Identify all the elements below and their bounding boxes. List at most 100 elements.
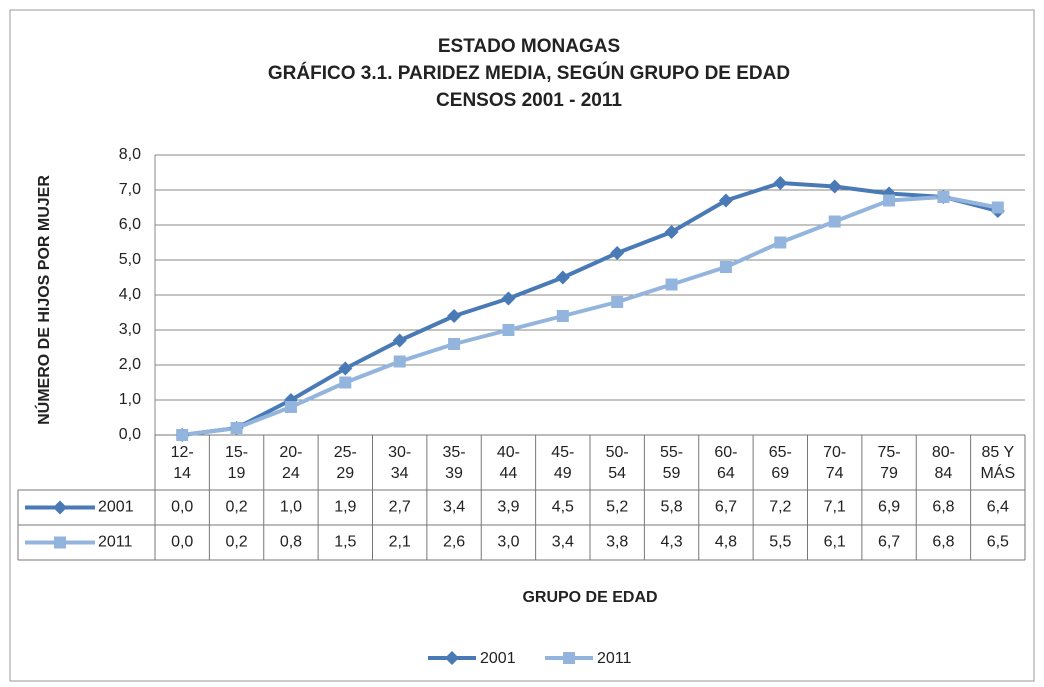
table-cell: 3,4 bbox=[552, 534, 574, 551]
data-point bbox=[774, 236, 787, 249]
table-cell: 2,6 bbox=[443, 534, 465, 551]
table-cell: 5,8 bbox=[660, 499, 682, 516]
data-point bbox=[502, 324, 515, 336]
data-point bbox=[448, 338, 461, 350]
data-point bbox=[393, 355, 406, 368]
legend-marker bbox=[563, 652, 575, 664]
x-tick-label: 25- bbox=[334, 444, 357, 461]
table-cell: 0,0 bbox=[171, 534, 193, 551]
data-point bbox=[392, 333, 407, 348]
x-tick-label: 24 bbox=[282, 465, 300, 482]
x-tick-label: 45- bbox=[551, 444, 574, 461]
y-tick-label: 3,0 bbox=[119, 321, 141, 338]
x-tick-label: 49 bbox=[554, 465, 572, 482]
x-tick-label: MÁS bbox=[980, 463, 1015, 482]
legend-label: 2001 bbox=[480, 650, 516, 667]
x-tick-label: 74 bbox=[826, 465, 844, 482]
table-cell: 3,0 bbox=[497, 534, 519, 551]
series-line bbox=[181, 195, 999, 437]
x-tick-label: 12- bbox=[171, 444, 194, 461]
chart-title: CENSOS 2001 - 2011 bbox=[436, 90, 622, 111]
x-tick-label: 69 bbox=[771, 465, 789, 482]
table-cell: 6,8 bbox=[932, 534, 954, 551]
data-point bbox=[665, 278, 678, 291]
x-tick-label: 29 bbox=[336, 465, 354, 482]
x-tick-label: 59 bbox=[663, 465, 681, 482]
table-cell: 3,4 bbox=[443, 499, 465, 516]
x-tick-label: 70- bbox=[823, 444, 846, 461]
x-tick-label: 65- bbox=[769, 444, 792, 461]
table-cell: 7,1 bbox=[824, 499, 846, 516]
x-tick-label: 39 bbox=[445, 465, 463, 482]
table-cell: 6,7 bbox=[878, 534, 900, 551]
x-tick-label: 50- bbox=[606, 444, 629, 461]
x-tick-label: 40- bbox=[497, 444, 520, 461]
table-cell: 6,4 bbox=[987, 499, 1009, 516]
table-cell: 1,5 bbox=[334, 534, 356, 551]
table-cell: 7,2 bbox=[769, 499, 791, 516]
data-point bbox=[719, 261, 732, 273]
table-cell: 1,9 bbox=[334, 499, 356, 516]
data-point bbox=[230, 422, 243, 434]
data-point bbox=[827, 179, 842, 194]
data-point bbox=[611, 296, 624, 308]
x-tick-label: 60- bbox=[714, 444, 737, 461]
table-cell: 6,5 bbox=[987, 534, 1009, 551]
x-tick-label: 14 bbox=[173, 465, 191, 482]
chart-title: GRÁFICO 3.1. PARIDEZ MEDIA, SEGÚN GRUPO … bbox=[268, 62, 790, 84]
data-point bbox=[176, 429, 189, 441]
table-series-name: 2001 bbox=[98, 499, 134, 516]
data-point bbox=[773, 176, 788, 190]
table-cell: 0,2 bbox=[225, 499, 247, 516]
table-cell: 0,2 bbox=[225, 534, 247, 551]
x-tick-label: 85 Y bbox=[982, 444, 1015, 461]
table-cell: 6,9 bbox=[878, 499, 900, 516]
x-tick-label: 75- bbox=[878, 444, 901, 461]
data-point bbox=[555, 270, 570, 285]
chart-border bbox=[9, 9, 1035, 682]
y-tick-label: 0,0 bbox=[119, 426, 141, 443]
data-point bbox=[339, 376, 352, 389]
x-tick-label: 84 bbox=[935, 465, 953, 482]
table-cell: 6,7 bbox=[715, 499, 737, 516]
x-tick-label: 79 bbox=[880, 465, 898, 482]
data-point bbox=[610, 246, 625, 260]
data-point bbox=[991, 201, 1004, 214]
y-axis-title: NÚMERO DE HIJOS POR MUJER bbox=[34, 175, 53, 425]
legend-label: 2011 bbox=[597, 650, 632, 667]
y-tick-label: 2,0 bbox=[119, 356, 141, 373]
x-tick-label: 44 bbox=[500, 465, 518, 482]
table-cell: 0,8 bbox=[280, 534, 302, 551]
data-point bbox=[556, 310, 569, 322]
legend-marker bbox=[54, 536, 66, 549]
legend-marker bbox=[445, 651, 459, 665]
table-cell: 3,8 bbox=[606, 534, 628, 551]
data-point bbox=[937, 191, 950, 203]
y-tick-label: 8,0 bbox=[119, 146, 141, 163]
table-cell: 1,0 bbox=[280, 499, 302, 516]
table-cell: 3,9 bbox=[497, 499, 519, 516]
x-tick-label: 35- bbox=[443, 444, 466, 461]
y-tick-label: 4,0 bbox=[119, 286, 141, 303]
table-cell: 4,5 bbox=[552, 499, 574, 516]
table-cell: 5,2 bbox=[606, 499, 628, 516]
table-cell: 4,8 bbox=[715, 534, 737, 551]
legend-marker bbox=[53, 500, 67, 515]
y-tick-label: 6,0 bbox=[119, 216, 141, 233]
y-tick-label: 5,0 bbox=[119, 251, 141, 268]
series-line bbox=[181, 181, 999, 437]
x-tick-label: 55- bbox=[660, 444, 683, 461]
chart-title: ESTADO MONAGAS bbox=[438, 36, 620, 57]
data-point bbox=[664, 225, 679, 239]
data-point bbox=[828, 215, 841, 228]
data-point bbox=[338, 361, 353, 376]
x-tick-label: 20- bbox=[279, 444, 302, 461]
table-cell: 6,8 bbox=[932, 499, 954, 516]
table-cell: 4,3 bbox=[660, 534, 682, 551]
table-cell: 2,1 bbox=[389, 534, 411, 551]
data-point bbox=[501, 291, 516, 306]
table-series-name: 2011 bbox=[98, 534, 133, 551]
y-tick-label: 1,0 bbox=[119, 391, 141, 408]
x-tick-label: 30- bbox=[388, 444, 411, 461]
